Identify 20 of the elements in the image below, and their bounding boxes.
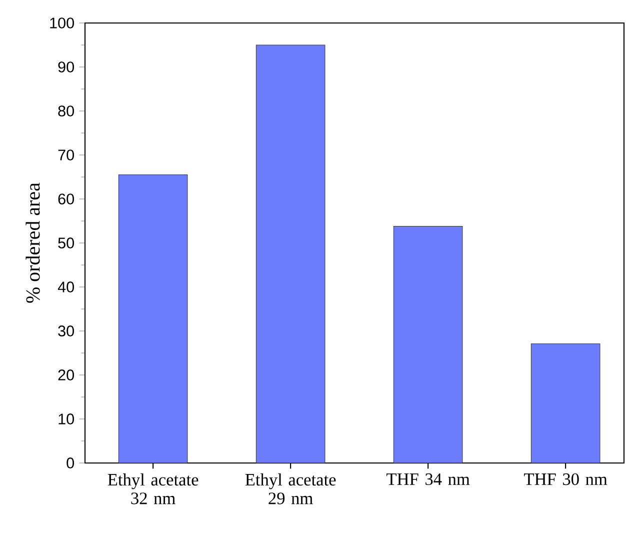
y-tick-label: 50 [58,238,74,248]
x-tick-label: THF 34 nm [386,473,470,486]
y-tick-label: 70 [58,150,74,160]
x-tick-label: THF 30 nm [524,473,608,486]
y-tick-label: 100 [50,18,74,28]
bar [118,174,188,463]
y-tick-label: 30 [58,326,74,336]
bar [256,44,326,463]
bar [393,226,463,463]
bar [530,343,600,463]
y-axis-title: % ordered area [26,182,40,303]
x-tick-label: Ethyl acetate 29 nm [245,473,336,504]
y-tick-label: 10 [58,414,74,424]
x-tick-label: Ethyl acetate 32 nm [108,473,198,504]
y-tick-label: 20 [58,370,74,380]
y-tick-label: 90 [58,62,74,72]
y-tick-label: 0 [66,458,74,468]
y-tick-label: 60 [58,194,74,204]
y-tick-label: 40 [58,282,74,292]
y-tick-label: 80 [58,106,74,116]
